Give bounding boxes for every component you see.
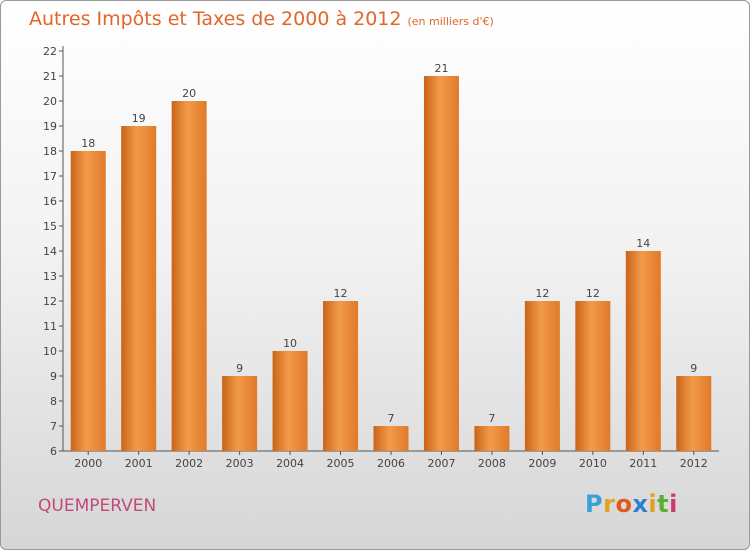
logo-letter: o <box>615 490 633 518</box>
y-tick-label: 20 <box>43 95 57 108</box>
logo-letter: t <box>657 490 670 518</box>
data-label-2000: 18 <box>81 137 95 150</box>
x-tick-label-2008: 2008 <box>478 457 506 470</box>
bar-2000 <box>70 151 106 451</box>
chart-title-text: Autres Impôts et Taxes de 2000 à 2012 <box>29 8 402 30</box>
data-label-2008: 7 <box>488 412 495 425</box>
y-tick-label: 13 <box>43 270 57 283</box>
data-label-2003: 9 <box>236 362 243 375</box>
y-tick-label: 15 <box>43 220 57 233</box>
x-tick-label-2012: 2012 <box>680 457 708 470</box>
y-tick-label: 16 <box>43 195 57 208</box>
bars <box>70 76 712 451</box>
chart-subtitle: (en milliers d'€) <box>407 15 494 28</box>
x-tick-label-2002: 2002 <box>175 457 203 470</box>
x-tick-label-2011: 2011 <box>629 457 657 470</box>
y-tick-label: 11 <box>43 320 57 333</box>
bar-2009 <box>524 301 560 451</box>
bar-2012 <box>676 376 712 451</box>
bar-2006 <box>373 426 409 451</box>
y-tick-label: 7 <box>50 420 57 433</box>
y-tick-label: 9 <box>50 370 57 383</box>
data-label-2004: 10 <box>283 337 297 350</box>
x-tick-label-2006: 2006 <box>377 457 405 470</box>
bar-2003 <box>222 376 258 451</box>
y-tick-label: 19 <box>43 120 57 133</box>
data-label-2005: 12 <box>334 287 348 300</box>
x-tick-label-2004: 2004 <box>276 457 304 470</box>
x-tick-label-2010: 2010 <box>579 457 607 470</box>
bar-2004 <box>272 351 308 451</box>
data-label-2006: 7 <box>388 412 395 425</box>
logo-letter: P <box>585 490 604 518</box>
bar-2001 <box>121 126 157 451</box>
y-tick-label: 21 <box>43 70 57 83</box>
data-label-2001: 19 <box>132 112 146 125</box>
bar-2008 <box>474 426 510 451</box>
y-tick-label: 8 <box>50 395 57 408</box>
bar-2011 <box>625 251 661 451</box>
logo-letter: r <box>603 490 616 518</box>
bar-2002 <box>171 101 207 451</box>
bar-2007 <box>423 76 459 451</box>
y-tick-label: 22 <box>43 45 57 58</box>
logo-letter: i <box>669 490 678 518</box>
x-tick-label-2003: 2003 <box>226 457 254 470</box>
commune-name: QUEMPERVEN <box>38 496 157 516</box>
data-label-2012: 9 <box>690 362 697 375</box>
y-tick-label: 18 <box>43 145 57 158</box>
data-label-2007: 21 <box>434 62 448 75</box>
y-tick-label: 17 <box>43 170 57 183</box>
y-tick-label: 6 <box>50 445 57 458</box>
bar-2010 <box>575 301 611 451</box>
data-label-2011: 14 <box>636 237 650 250</box>
chart-title: Autres Impôts et Taxes de 2000 à 2012 (en… <box>29 8 494 30</box>
proxiti-logo: Proxiti <box>585 490 678 518</box>
bar-2005 <box>323 301 359 451</box>
logo-letter: x <box>632 490 649 518</box>
x-tick-label-2001: 2001 <box>125 457 153 470</box>
x-tick-label-2009: 2009 <box>528 457 556 470</box>
data-labels: 18 19 20 9 10 12 7 21 7 12 12 14 9 <box>81 62 697 425</box>
data-label-2009: 12 <box>535 287 549 300</box>
logo-letter: i <box>648 490 658 518</box>
data-label-2010: 12 <box>586 287 600 300</box>
data-label-2002: 20 <box>182 87 196 100</box>
x-tick-label-2000: 2000 <box>74 457 102 470</box>
x-tick-label-2005: 2005 <box>327 457 355 470</box>
y-tick-label: 12 <box>43 295 57 308</box>
x-tick-label-2007: 2007 <box>427 457 455 470</box>
y-tick-label: 10 <box>43 345 57 358</box>
y-tick-label: 14 <box>43 245 57 258</box>
